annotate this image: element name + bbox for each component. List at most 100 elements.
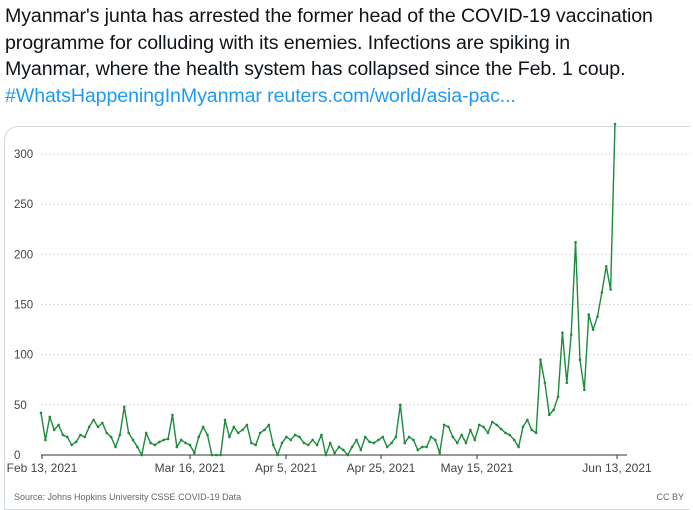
data-point	[499, 427, 503, 431]
data-point	[504, 431, 507, 435]
data-point	[122, 405, 126, 409]
data-point	[337, 445, 341, 449]
data-point	[188, 443, 192, 447]
data-point	[526, 418, 529, 422]
data-point	[377, 438, 380, 442]
data-point	[407, 435, 411, 439]
tweet-line-1: Myanmar's junta has arrested the former …	[5, 5, 653, 27]
data-point	[412, 438, 415, 442]
data-point	[131, 438, 135, 442]
data-point	[460, 433, 463, 437]
data-point	[96, 425, 100, 429]
data-point	[158, 440, 161, 444]
data-point	[565, 381, 569, 385]
data-point	[179, 438, 183, 442]
data-point	[333, 451, 336, 455]
series-line	[40, 123, 616, 456]
data-point	[250, 441, 253, 445]
data-point	[193, 451, 196, 455]
data-point	[539, 358, 542, 362]
data-point	[52, 428, 56, 432]
data-point	[105, 431, 109, 435]
data-point	[245, 423, 249, 427]
data-point	[543, 381, 547, 385]
data-point	[434, 438, 437, 442]
data-point	[442, 423, 446, 427]
data-point	[48, 415, 52, 419]
data-point	[390, 441, 393, 445]
data-point	[87, 425, 91, 429]
data-point	[495, 423, 498, 427]
chart-source: Source: Johns Hopkins University CSSE CO…	[14, 492, 242, 502]
data-point	[293, 433, 297, 437]
data-point	[600, 291, 604, 294]
x-tick-label: May 15, 2021	[441, 461, 514, 475]
data-point	[298, 435, 301, 439]
y-tick-label: 50	[14, 400, 27, 412]
data-point	[136, 445, 139, 449]
data-point	[114, 445, 117, 449]
data-point	[530, 428, 534, 432]
data-point	[197, 435, 201, 439]
license-label: CC BY	[656, 492, 684, 502]
tweet-line-2: programme for colluding with its enemies…	[5, 31, 571, 54]
data-point	[271, 443, 275, 447]
data-point	[320, 433, 323, 437]
data-point	[162, 438, 165, 442]
data-point	[438, 451, 442, 455]
data-point	[473, 438, 477, 442]
data-point	[118, 433, 122, 437]
data-point	[609, 288, 612, 291]
data-point	[171, 413, 174, 417]
data-point	[556, 395, 560, 399]
data-point	[70, 443, 73, 447]
data-point	[552, 408, 555, 412]
data-point	[228, 435, 231, 439]
data-point	[363, 435, 367, 439]
data-point	[455, 441, 459, 445]
article-link[interactable]: reuters.com/world/asia-pac...	[267, 84, 516, 107]
data-point	[420, 445, 424, 449]
tweet-line-3: Myanmar, where the health system has col…	[5, 58, 626, 80]
y-tick-label: 0	[14, 450, 20, 462]
data-point	[127, 431, 130, 435]
y-tick-label: 250	[14, 199, 33, 211]
data-point	[517, 445, 520, 449]
hashtag-link[interactable]: #WhatsHappeningInMyanmar	[5, 84, 262, 107]
data-point	[263, 428, 266, 432]
x-tick-label: Jun 13, 2021	[582, 461, 652, 475]
data-point	[512, 438, 516, 442]
data-point	[101, 421, 104, 425]
x-tick-label: Apr 5, 2021	[255, 461, 317, 475]
chart-card[interactable]	[4, 126, 690, 510]
data-point	[267, 423, 271, 427]
data-point	[144, 431, 148, 435]
data-point	[342, 448, 345, 452]
x-tick-label: Feb 13, 2021	[7, 461, 78, 475]
x-tick-label: Apr 25, 2021	[347, 461, 416, 475]
data-point	[311, 438, 314, 442]
data-point	[61, 433, 65, 437]
data-point	[399, 403, 402, 407]
data-point	[604, 265, 608, 268]
data-point	[425, 445, 428, 449]
data-point	[285, 435, 288, 439]
data-point	[394, 435, 398, 439]
data-point	[315, 443, 319, 447]
data-point	[44, 438, 47, 442]
x-tick-label: Mar 16, 2021	[155, 461, 226, 475]
data-point	[534, 431, 538, 435]
data-point	[254, 443, 257, 447]
data-point	[241, 428, 244, 432]
data-point	[92, 418, 95, 422]
data-point	[210, 453, 214, 457]
data-point	[561, 331, 564, 334]
data-point	[359, 448, 363, 452]
data-point	[175, 445, 179, 449]
data-point	[39, 411, 43, 415]
data-point	[596, 315, 599, 318]
data-point	[236, 431, 240, 435]
y-tick-label: 100	[14, 350, 33, 362]
data-point	[578, 358, 582, 362]
data-point	[57, 423, 60, 427]
